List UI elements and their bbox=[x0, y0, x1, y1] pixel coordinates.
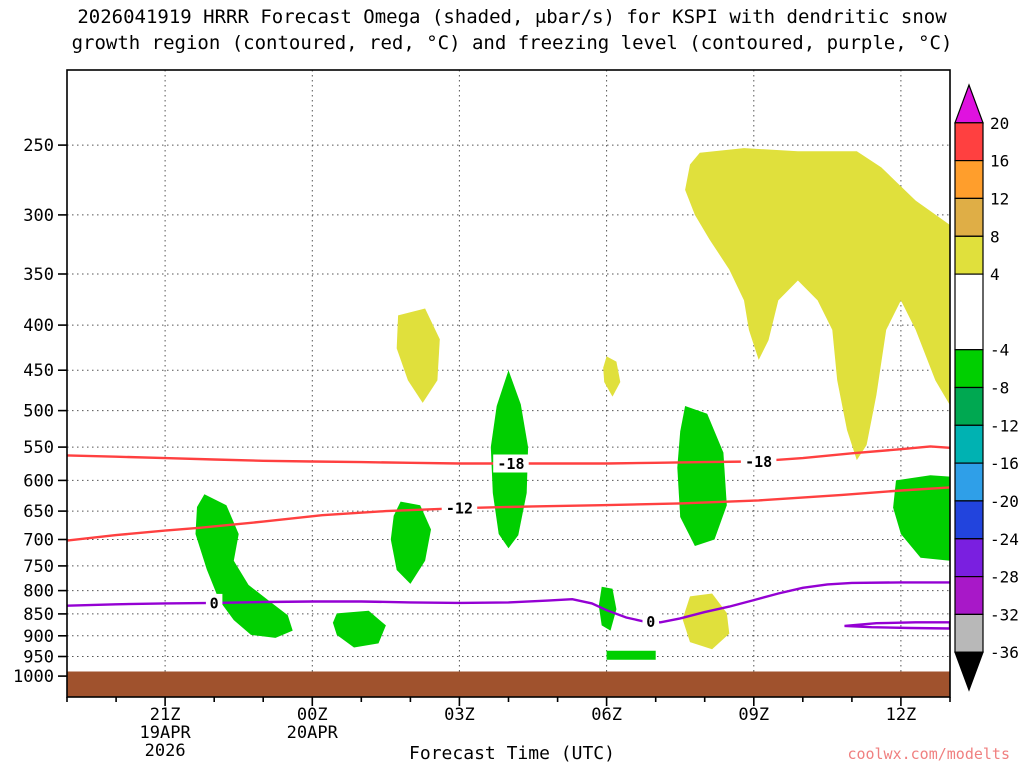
shaded-region-yellow-450-06z bbox=[603, 356, 621, 397]
colorbar-tick-label: -4 bbox=[990, 341, 1009, 360]
colorbar-segment bbox=[954, 613, 984, 653]
terrain-surface bbox=[67, 671, 950, 697]
contour-freezing-level-0-closed bbox=[844, 621, 950, 630]
colorbar-segment bbox=[954, 349, 984, 389]
shaded-region-yellow-midlevel-02z bbox=[396, 308, 440, 403]
colorbar-tick-label: 4 bbox=[990, 265, 1000, 284]
y-axis-tick-label: 700 bbox=[23, 530, 54, 550]
shaded-region-green-midlevel-08z bbox=[677, 406, 727, 546]
chart-title-line2: growth region (contoured, red, °C) and f… bbox=[71, 32, 953, 54]
colorbar-segment bbox=[954, 462, 984, 502]
y-axis-tick-label: 400 bbox=[23, 316, 54, 336]
y-axis-tick-label: 350 bbox=[23, 265, 54, 285]
contour-label-bg bbox=[441, 499, 478, 518]
shaded-region-green-midlevel-02z bbox=[390, 501, 431, 584]
colorbar-segment bbox=[954, 197, 984, 237]
y-axis-tick-label: 600 bbox=[23, 471, 54, 491]
colorbar-segment bbox=[954, 538, 984, 578]
x-axis-tick-label: 06Z bbox=[591, 705, 622, 725]
colorbar-tick-label: 8 bbox=[990, 227, 1000, 246]
contour-label-bg bbox=[740, 452, 777, 471]
y-axis-tick-label: 300 bbox=[23, 206, 54, 226]
y-axis-tick-label: 750 bbox=[23, 557, 54, 577]
x-axis-tick-label: 00Z bbox=[297, 705, 328, 725]
x-axis-tick-label: 09Z bbox=[738, 705, 769, 725]
x-axis-tick-label: 21Z bbox=[150, 705, 181, 725]
y-axis-tick-label: 550 bbox=[23, 438, 54, 458]
x-axis-date-label: 2026 bbox=[145, 741, 186, 761]
plot-content bbox=[67, 148, 950, 697]
colorbar-segment bbox=[954, 424, 984, 464]
contour-label: 0 bbox=[210, 594, 219, 612]
colorbar-tick-label: -16 bbox=[990, 454, 1019, 473]
y-axis-tick-label: 650 bbox=[23, 502, 54, 522]
y-axis-tick-label: 950 bbox=[23, 647, 54, 667]
colorbar-tick-label: -12 bbox=[990, 416, 1019, 435]
contour-dendritic-minus18 bbox=[67, 445, 950, 465]
colorbar-segment bbox=[954, 160, 984, 200]
colorbar-tick-label: -8 bbox=[990, 379, 1009, 398]
colorbar-tick-label: -32 bbox=[990, 605, 1019, 624]
contour-label: -18 bbox=[745, 453, 772, 471]
y-axis-tick-label: 800 bbox=[23, 582, 54, 602]
colorbar-tick-label: -28 bbox=[990, 568, 1019, 587]
colorbar-segment bbox=[954, 386, 984, 426]
contour-label-bg bbox=[642, 612, 659, 631]
y-axis-tick-label: 1000 bbox=[13, 667, 54, 687]
y-axis-tick-label: 850 bbox=[23, 605, 54, 625]
colorbar-tick-label: 16 bbox=[990, 152, 1009, 171]
chart-title-line1: 2026041919 HRRR Forecast Omega (shaded, … bbox=[77, 6, 947, 28]
colorbar-tick-label: 12 bbox=[990, 189, 1009, 208]
contour-label: 0 bbox=[646, 613, 655, 631]
x-axis-date-label: 20APR bbox=[287, 723, 339, 743]
colorbar-segment bbox=[954, 122, 984, 162]
y-axis-tick-label: 900 bbox=[23, 627, 54, 647]
shaded-region-yellow-lowlevel-08z bbox=[682, 593, 730, 650]
y-axis-tick-label: 500 bbox=[23, 402, 54, 422]
chart-title: 2026041919 HRRR Forecast Omega (shaded, … bbox=[0, 4, 1024, 56]
x-axis-label: Forecast Time (UTC) bbox=[409, 743, 615, 764]
shaded-region-green-lowlevel-00z bbox=[332, 610, 386, 648]
colorbar-tick-label: -20 bbox=[990, 492, 1019, 511]
y-axis-tick-label: 450 bbox=[23, 361, 54, 381]
x-axis-tick-label: 12Z bbox=[886, 705, 917, 725]
contour-freezing-level-0 bbox=[67, 581, 950, 624]
shaded-region-green-lowlevel-06z bbox=[598, 586, 617, 631]
colorbar-tick-label: -24 bbox=[990, 530, 1019, 549]
colorbar-tick-label: -36 bbox=[990, 643, 1019, 662]
colorbar-segment bbox=[954, 235, 984, 275]
colorbar-tick-label: 20 bbox=[990, 114, 1009, 133]
colorbar-segment bbox=[954, 651, 984, 692]
colorbar-segment bbox=[954, 83, 984, 124]
colorbar-segment bbox=[954, 273, 984, 351]
contour-label: -18 bbox=[497, 455, 524, 473]
watermark: coolwx.com/modelts bbox=[847, 745, 1010, 763]
contour-label-bg bbox=[205, 593, 223, 612]
shaded-region-yellow-upper-right bbox=[685, 148, 950, 461]
contour-label: -12 bbox=[446, 500, 473, 518]
y-axis-tick-label: 250 bbox=[23, 136, 54, 156]
colorbar-segment bbox=[954, 500, 984, 540]
shaded-region-green-right-edge bbox=[893, 475, 950, 561]
shaded-region-green-strip-950 bbox=[606, 650, 656, 660]
x-axis-date-label: 19APR bbox=[140, 723, 192, 743]
contour-label-bg bbox=[493, 454, 529, 473]
x-axis-tick-label: 03Z bbox=[444, 705, 475, 725]
colorbar-segment bbox=[954, 575, 984, 615]
